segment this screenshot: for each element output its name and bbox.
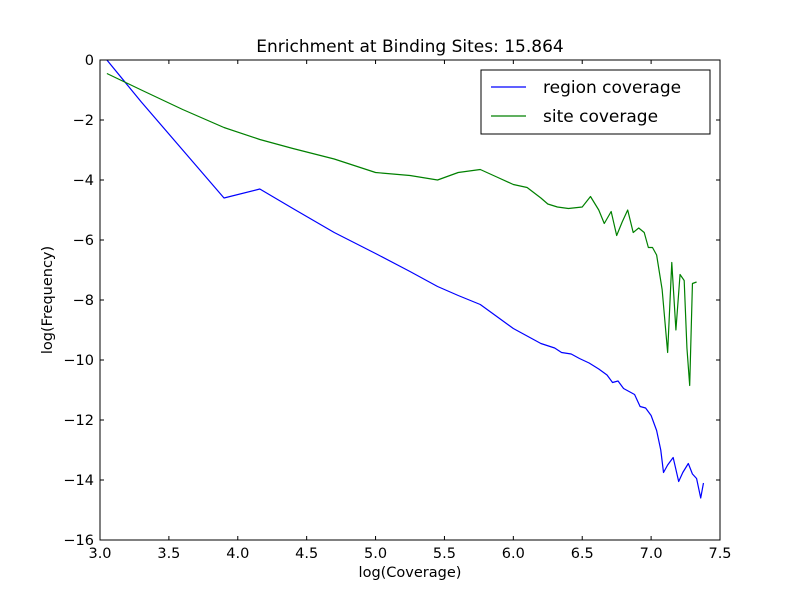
x-tick-label: 6.0 bbox=[502, 546, 525, 562]
series-line-0 bbox=[106, 60, 705, 499]
x-tick-label: 7.0 bbox=[640, 546, 663, 562]
x-axis-label: log(Coverage) bbox=[359, 565, 462, 581]
x-tick-label: 6.5 bbox=[571, 546, 594, 562]
x-tick-label: 5.5 bbox=[433, 546, 456, 562]
series-line-1 bbox=[106, 72, 697, 387]
legend-label-1: site coverage bbox=[543, 107, 658, 127]
chart-title: Enrichment at Binding Sites: 15.864 bbox=[256, 37, 563, 57]
y-tick-label: −16 bbox=[63, 533, 94, 549]
x-tick-label: 4.5 bbox=[295, 546, 318, 562]
y-tick-label: −4 bbox=[73, 173, 94, 189]
y-tick-label: −14 bbox=[63, 473, 94, 489]
y-tick-label: −2 bbox=[73, 113, 94, 129]
y-tick-label: −12 bbox=[63, 413, 94, 429]
y-tick-label: −8 bbox=[73, 293, 94, 309]
plot-area: 3.0 3.5 4.0 4.5 5.0 5.5 6.0 6.5 7.0 7.5 0 −2 −4 −6 −8 −… bbox=[63, 53, 731, 562]
x-tick-label: 3.5 bbox=[157, 546, 180, 562]
y-tick-label: −6 bbox=[73, 233, 94, 249]
y-axis-label: log(Frequency) bbox=[40, 246, 56, 354]
y-tick-label: −10 bbox=[63, 353, 94, 369]
x-tick-label: 4.0 bbox=[226, 546, 249, 562]
y-tick-label: 0 bbox=[85, 53, 94, 69]
x-tick-label: 5.0 bbox=[364, 546, 387, 562]
legend-box bbox=[480, 69, 711, 135]
legend-label-0: region coverage bbox=[543, 78, 681, 98]
x-tick-label: 7.5 bbox=[708, 546, 731, 562]
x-tick-label: 3.0 bbox=[88, 546, 111, 562]
